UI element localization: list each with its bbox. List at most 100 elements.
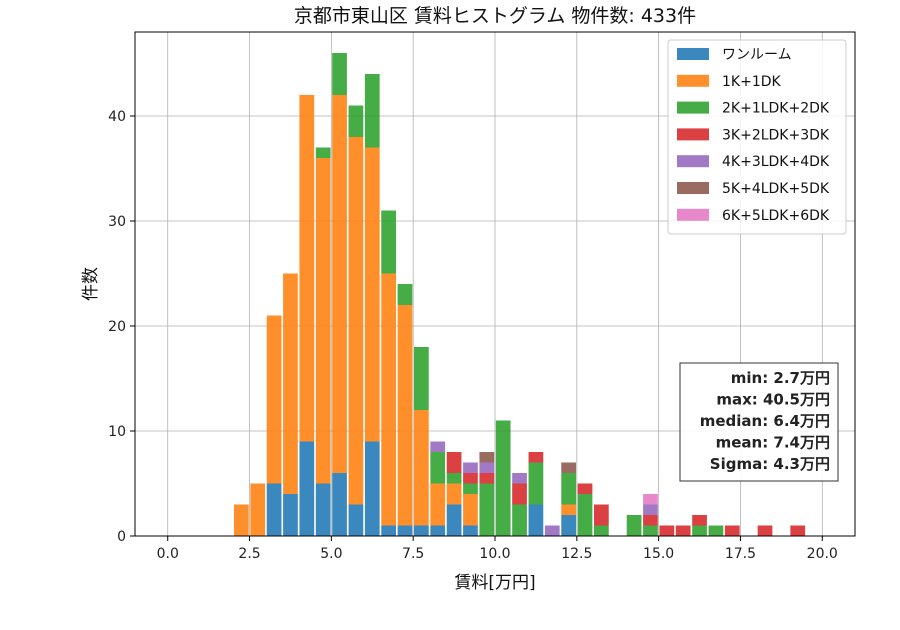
legend-box <box>667 39 847 235</box>
axis-ticks: 0.0 2.5 5.0 7.5 10.0 12.5 15.0 17.5 20.0 0 10 20 30 4… <box>108 109 838 562</box>
legend-label: 1K+1DK <box>722 74 782 90</box>
bar <box>397 525 413 536</box>
bar <box>430 441 446 452</box>
bar <box>299 441 315 536</box>
bar <box>561 462 576 473</box>
bar <box>495 420 511 536</box>
legend-label: 4K+3LDK+4DK <box>722 154 830 170</box>
bar <box>364 147 380 442</box>
x-tick-label: 15.0 <box>643 546 674 562</box>
legend-swatch <box>677 48 709 60</box>
histogram-bars <box>234 53 806 536</box>
legend-label: ワンルーム <box>722 47 792 63</box>
bar <box>315 483 331 536</box>
bar <box>381 525 396 536</box>
bar <box>430 525 446 536</box>
bar <box>348 137 364 505</box>
bar <box>446 504 462 536</box>
bar <box>364 74 380 148</box>
bar <box>332 473 347 536</box>
chart-title: 京都市東山区 賃料ヒストグラム 物件数: 433件 <box>294 5 696 27</box>
bar <box>594 504 609 526</box>
legend-label: 2K+1LDK+2DK <box>722 101 830 117</box>
stats-annotation: min: 2.7万円 max: 40.5万円 median: 6.4万円 mean: … <box>679 362 839 482</box>
bar <box>528 504 544 536</box>
legend-swatch <box>677 208 709 221</box>
bar <box>561 473 576 505</box>
legend-swatch <box>677 74 709 87</box>
x-tick-label: 12.5 <box>561 546 592 562</box>
legend-swatch <box>677 182 709 194</box>
bar <box>479 483 495 536</box>
bar <box>512 473 527 484</box>
bar <box>414 347 429 410</box>
bar <box>332 95 347 473</box>
bar <box>430 483 446 526</box>
series-3K+2LDK+3DK <box>446 452 806 536</box>
bar <box>463 483 478 494</box>
bar <box>692 525 707 536</box>
x-tick-label: 7.5 <box>402 546 424 562</box>
bar <box>724 525 740 536</box>
x-tick-label: 5.0 <box>320 546 342 562</box>
bar <box>561 504 576 515</box>
bar <box>397 284 413 305</box>
bar <box>512 504 527 536</box>
bar <box>479 473 495 484</box>
stats-line: max: 40.5万円 <box>716 391 830 409</box>
x-tick-label: 10.0 <box>479 546 510 562</box>
bar <box>234 504 249 536</box>
bar <box>397 305 413 526</box>
legend-swatch <box>677 155 709 168</box>
stats-box-frame <box>679 362 839 482</box>
bar <box>414 410 429 526</box>
bar <box>544 525 560 536</box>
bar <box>594 525 609 536</box>
bar <box>266 315 282 484</box>
series-5K+4LDK+5DK <box>479 452 576 473</box>
legend-label: 3K+2LDK+3DK <box>722 127 830 143</box>
bar <box>528 462 544 505</box>
bar <box>512 483 527 505</box>
y-axis-title: 件数 <box>81 267 101 301</box>
bar <box>299 95 315 442</box>
x-tick-label: 20.0 <box>807 546 838 562</box>
x-tick-label: 0.0 <box>157 546 179 562</box>
bar <box>790 525 806 536</box>
bar <box>430 452 446 484</box>
bar <box>659 525 675 536</box>
bar <box>577 494 593 536</box>
bar <box>692 515 707 526</box>
bar <box>446 483 462 505</box>
stats-line: min: 2.7万円 <box>731 369 830 387</box>
bar <box>283 273 298 494</box>
series-6K+5LDK+6DK <box>643 494 658 505</box>
legend-label: 5K+4LDK+5DK <box>722 181 830 197</box>
stats-line: mean: 7.4万円 <box>716 434 830 452</box>
bar <box>463 473 478 484</box>
y-tick-label: 0 <box>117 529 126 545</box>
bar <box>643 504 658 515</box>
bar <box>479 452 495 463</box>
legend-swatch <box>677 101 709 114</box>
bar <box>561 515 576 536</box>
bar <box>577 483 593 494</box>
stats-line: Sigma: 4.3万円 <box>710 455 830 473</box>
x-tick-label: 2.5 <box>238 546 260 562</box>
bar <box>348 105 364 137</box>
bar <box>364 441 380 536</box>
y-tick-label: 20 <box>108 319 126 335</box>
bar <box>446 473 462 484</box>
stats-line: median: 6.4万円 <box>700 412 830 430</box>
series-4K+3LDK+4DK <box>430 441 658 536</box>
y-tick-label: 10 <box>108 424 126 440</box>
bar <box>315 158 331 484</box>
x-axis-title: 賃料[万円] <box>454 573 535 593</box>
x-tick-label: 17.5 <box>725 546 756 562</box>
series-1K+1DK <box>234 95 576 536</box>
bar <box>708 525 724 536</box>
bar <box>463 462 478 473</box>
series-2K+1LDK+2DK <box>315 53 724 536</box>
bar <box>446 452 462 473</box>
